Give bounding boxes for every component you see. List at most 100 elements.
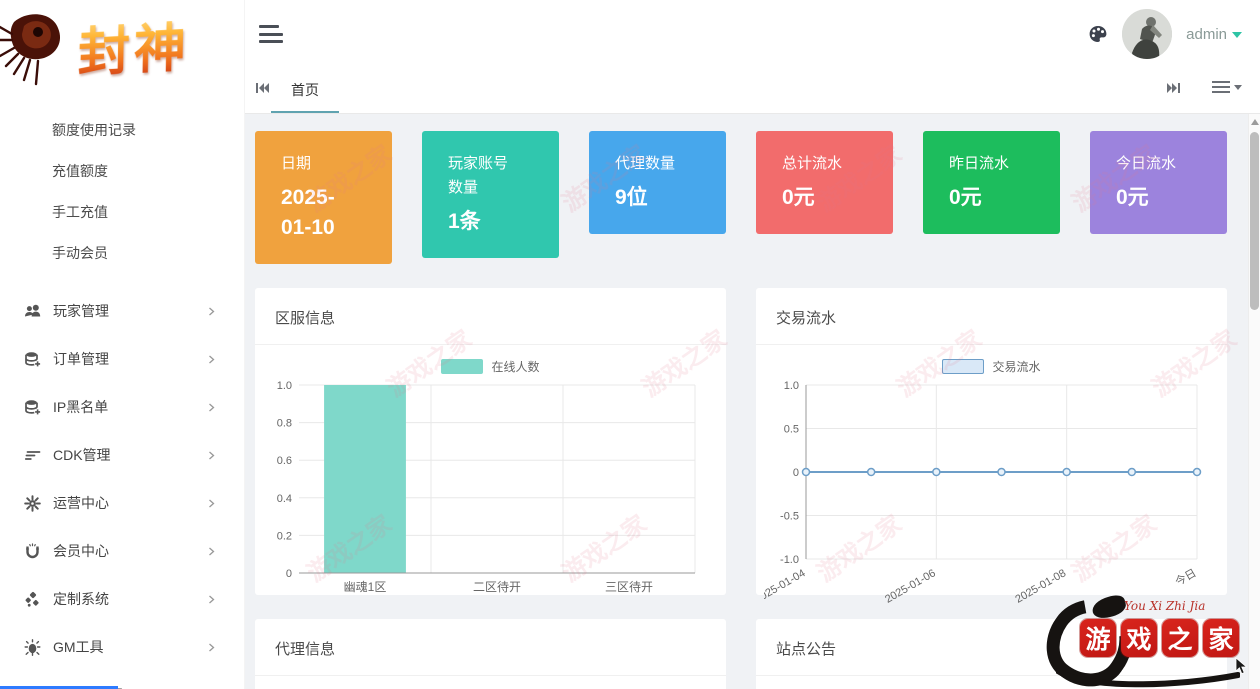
svg-text:0.6: 0.6 <box>277 455 292 467</box>
bar-chart-legend[interactable]: 在线人数 <box>263 355 718 377</box>
sidebar-item-ip-blacklist[interactable]: IP黑名单 <box>0 383 244 431</box>
scrollbar-thumb[interactable] <box>1250 132 1259 310</box>
stat-value: 0元 <box>1116 186 1149 209</box>
stats-row: 日期 2025-01-10 玩家账号数量 1条 代理数量 9位 总计流水 0元 … <box>255 131 1227 264</box>
svg-text:0.8: 0.8 <box>277 418 292 430</box>
svg-text:1.0: 1.0 <box>277 380 292 392</box>
gear-icon <box>24 494 41 512</box>
sidebar-item-label: IP黑名单 <box>53 399 109 415</box>
sidebar-plain-list: 额度使用记录 充值额度 手工充值 手动会员 <box>0 110 244 274</box>
sidebar-item-manual-member[interactable]: 手动会员 <box>52 245 108 261</box>
svg-text:-1.0: -1.0 <box>780 554 799 566</box>
charts-row: 区服信息 在线人数 0 0.2 0.4 0.6 0.8 1.0 幽魂1区 二区待开 三区待开 交… <box>255 288 1227 606</box>
users-icon <box>25 304 41 316</box>
username-label: admin <box>1186 25 1227 43</box>
theme-palette-icon[interactable] <box>1088 24 1108 44</box>
svg-text:2025-01-06: 2025-01-06 <box>883 567 938 605</box>
sidebar-item-player-mgmt[interactable]: 玩家管理 <box>0 287 244 335</box>
brand-watermark-logo: You Xi Zhi Jia 游 戏 之 家 <box>1030 582 1244 689</box>
user-avatar[interactable] <box>1122 9 1173 59</box>
sidebar-item-label: GM工具 <box>53 639 104 655</box>
sidebar-item-label: CDK管理 <box>53 447 111 463</box>
tabs-menu-button[interactable] <box>1212 81 1242 93</box>
svg-text:二区待开: 二区待开 <box>473 580 521 594</box>
stat-card-player-accounts: 玩家账号数量 1条 <box>422 131 559 258</box>
mouse-cursor <box>1235 658 1248 675</box>
bug-icon <box>24 638 41 656</box>
logo-title: 封神 <box>77 5 190 86</box>
sidebar-item-operation-center[interactable]: 运营中心 <box>0 479 244 527</box>
stat-card-yesterday-flow: 昨日流水 0元 <box>923 131 1060 234</box>
svg-text:0.5: 0.5 <box>784 424 799 436</box>
dashboard-content: 日期 2025-01-10 玩家账号数量 1条 代理数量 9位 总计流水 0元 … <box>245 114 1260 689</box>
svg-text:三区待开: 三区待开 <box>605 580 653 594</box>
svg-text:0.4: 0.4 <box>277 493 292 505</box>
main-scrollbar[interactable] <box>1248 114 1260 689</box>
sidebar-item-label: 订单管理 <box>53 351 109 367</box>
sidebar-item-member-center[interactable]: 会员中心 <box>0 527 244 575</box>
main-column: admin 首页 日期 2025-01-10 <box>245 0 1260 689</box>
seal-char: 家 <box>1203 619 1239 657</box>
sidebar-item-quota-records[interactable]: 额度使用记录 <box>52 122 136 138</box>
panel-title: 代理信息 <box>255 619 726 676</box>
legend-label: 交易流水 <box>992 359 1041 374</box>
stat-value: 0元 <box>949 186 982 209</box>
svg-text:1.0: 1.0 <box>784 380 799 392</box>
svg-text:-0.5: -0.5 <box>780 511 799 523</box>
sidebar-item-label: 玩家管理 <box>53 303 109 319</box>
hamburger-menu-icon[interactable] <box>259 25 283 43</box>
sidebar-item-cdk-mgmt[interactable]: CDK管理 <box>0 431 244 479</box>
stat-label: 总计流水 <box>782 155 843 172</box>
scrollbar-up-arrow[interactable] <box>1251 119 1259 125</box>
stat-value: 2025-01-10 <box>281 186 335 239</box>
svg-text:0: 0 <box>793 467 799 479</box>
sidebar-item-recharge-quota[interactable]: 充值额度 <box>52 163 108 179</box>
sidebar: 封神 额度使用记录 充值额度 手工充值 手动会员 玩家管理 订单管理 IP黑名单 <box>0 0 245 689</box>
sidebar-item-manual-recharge[interactable]: 手工充值 <box>52 204 108 220</box>
caret-down-icon <box>1234 84 1242 90</box>
legend-label: 在线人数 <box>491 359 540 374</box>
chevron-right-icon <box>209 355 215 363</box>
server-info-panel: 区服信息 在线人数 0 0.2 0.4 0.6 0.8 1.0 幽魂1区 二区待开 三区待开 <box>255 288 726 595</box>
scatter-dots-icon <box>25 591 39 607</box>
tab-bar: 首页 <box>245 68 1260 114</box>
stat-card-today-flow: 今日流水 0元 <box>1090 131 1227 234</box>
legend-swatch <box>441 358 484 374</box>
tabs-scroll-left-icon[interactable] <box>256 82 270 94</box>
ink-swoosh <box>1056 668 1240 688</box>
svg-text:0.2: 0.2 <box>277 530 292 542</box>
sidebar-item-custom-system[interactable]: 定制系统 <box>0 575 244 623</box>
brand-seal-row: 游 戏 之 家 <box>1080 619 1239 657</box>
panel-title: 交易流水 <box>756 288 1227 345</box>
chevron-right-icon <box>209 595 215 603</box>
chevron-right-icon <box>209 451 215 459</box>
sidebar-item-gm-tools[interactable]: GM工具 <box>0 623 244 671</box>
sidebar-menu-list: 玩家管理 订单管理 IP黑名单 CDK管理 运营中心 <box>0 287 244 689</box>
database-add-icon <box>25 399 41 414</box>
tab-home-label: 首页 <box>291 81 319 98</box>
chevron-right-icon <box>209 547 215 555</box>
stat-value: 0元 <box>782 186 815 209</box>
sidebar-horizontal-scrollbar[interactable] <box>0 686 118 689</box>
list-icon <box>1212 81 1230 93</box>
svg-text:0: 0 <box>286 568 292 580</box>
svg-text:今日: 今日 <box>1172 565 1198 588</box>
panel-title: 区服信息 <box>255 288 726 345</box>
chevron-right-icon <box>209 403 215 411</box>
sidebar-item-label: 定制系统 <box>53 591 109 607</box>
svg-text:幽魂1区: 幽魂1区 <box>344 579 387 594</box>
seal-char: 之 <box>1162 619 1198 657</box>
tabs-scroll-right-icon[interactable] <box>1166 82 1180 94</box>
line-chart-legend[interactable]: 交易流水 <box>764 355 1219 377</box>
beast-logo-icon <box>0 14 61 86</box>
avatar-photo <box>1122 9 1173 59</box>
agent-info-panel: 代理信息 <box>255 619 726 689</box>
user-dropdown[interactable]: admin <box>1186 26 1242 43</box>
stat-value: 9位 <box>615 186 648 209</box>
tab-home[interactable]: 首页 <box>271 68 339 113</box>
stat-value: 1条 <box>448 210 481 233</box>
sidebar-item-order-mgmt[interactable]: 订单管理 <box>0 335 244 383</box>
stat-card-agent-count: 代理数量 9位 <box>589 131 726 234</box>
stat-label: 代理数量 <box>615 155 676 172</box>
